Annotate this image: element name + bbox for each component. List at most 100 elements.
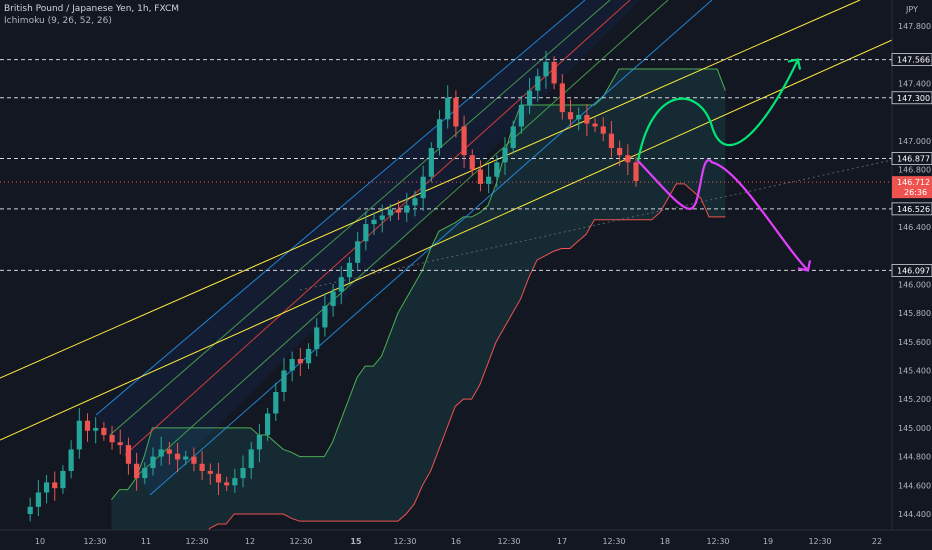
candle [199,451,205,481]
candle-body [363,224,369,242]
candle-body [567,112,574,120]
candle [494,154,500,188]
candle [412,190,418,217]
cloud-fill [111,69,726,550]
candle [35,479,41,517]
candle-body [608,133,615,148]
candle [355,232,361,271]
price-tick-label: 144.600 [898,481,931,490]
candle-body [600,126,606,134]
candle-body [559,83,565,113]
level-label-box [891,264,932,277]
candle [584,104,590,137]
candle [43,474,50,504]
candle [232,468,238,493]
candle [297,348,303,376]
candle [395,200,402,221]
candle [617,140,623,167]
senkou-b [111,183,726,550]
price-axis: JPY 147.800 147.400 147.000 146.800 146.400 14… [891,0,932,550]
candle [608,121,615,158]
candle-body [76,420,82,450]
trendline-upper [0,0,861,379]
candle-body [469,155,475,170]
projection-up-arrowhead [787,58,802,70]
candle [174,442,181,473]
channel-mid-lower-line [137,0,669,476]
candle-body [35,492,41,507]
time-tick-label: 17 [557,537,567,546]
price-tick-label: 146.800 [898,166,931,175]
countdown-label: 26:36 [904,188,927,197]
candle [84,413,91,442]
level-label-box [891,53,932,66]
time-tick-label: 19 [763,537,773,546]
symbol-title: British Pound / Japanese Yen, 1h, FXCM [4,4,180,14]
candle-body [93,427,99,431]
candle-body [256,435,263,450]
candle-body [68,449,74,471]
time-tick-label: 12:30 [289,537,312,546]
candle-body [125,445,132,464]
candle-body [273,392,279,414]
candle-body [494,162,500,177]
price-tick-label: 145.000 [898,424,931,433]
candle-body [183,456,189,460]
current-price-label: 146.712 [897,178,930,187]
candle [420,165,426,211]
time-tick-label: 12 [245,537,255,546]
candle [510,120,516,154]
price-tick-label: 145.800 [898,309,931,318]
candle-body [477,169,484,184]
candle [166,441,172,465]
candle-body [502,148,508,163]
candle [543,50,549,89]
candle-body [265,413,271,436]
candle-body [142,468,148,479]
trendline-lower [0,39,893,441]
candle-body [592,123,598,127]
candle [625,144,631,175]
candle-body [289,358,295,371]
candle [117,429,123,455]
candle [314,318,320,357]
candle [109,425,115,450]
candle-body [371,219,377,225]
candle [93,416,99,444]
level-label-box [891,152,932,165]
price-tick-label: 144.800 [898,453,931,462]
candle-body [158,449,164,457]
candle [207,463,213,485]
candle-body [314,327,320,349]
candle [502,137,508,175]
candle [428,142,434,183]
candle [224,476,230,492]
candle [248,441,254,479]
candle [526,77,533,115]
candle [592,117,598,133]
candle [346,257,353,283]
candle-body [510,126,516,148]
candle [338,266,344,305]
price-tick-label: 147.000 [898,137,931,146]
currency-label: JPY [905,5,918,14]
time-tick-label: 12:30 [497,537,520,546]
candle-body [174,453,181,460]
candle-body [379,215,385,220]
candle [404,192,410,222]
projection-arrows [636,58,812,272]
time-axis-bg [0,530,932,550]
candle-body [52,482,58,489]
candle-body [461,126,467,156]
time-tick-label: 10 [35,537,45,546]
time-tick-label: 12:30 [808,537,831,546]
time-axis: 10 12:30 11 12:30 12 12:30 15 12:30 16 12:30 17 12:… [0,529,932,550]
candle [240,455,246,488]
price-tick-label: 146.000 [898,280,931,289]
projection-down-arrowhead [797,260,812,272]
candle-body [625,155,631,163]
time-tick-label: 18 [660,537,670,546]
trendline-dotted [299,159,893,291]
